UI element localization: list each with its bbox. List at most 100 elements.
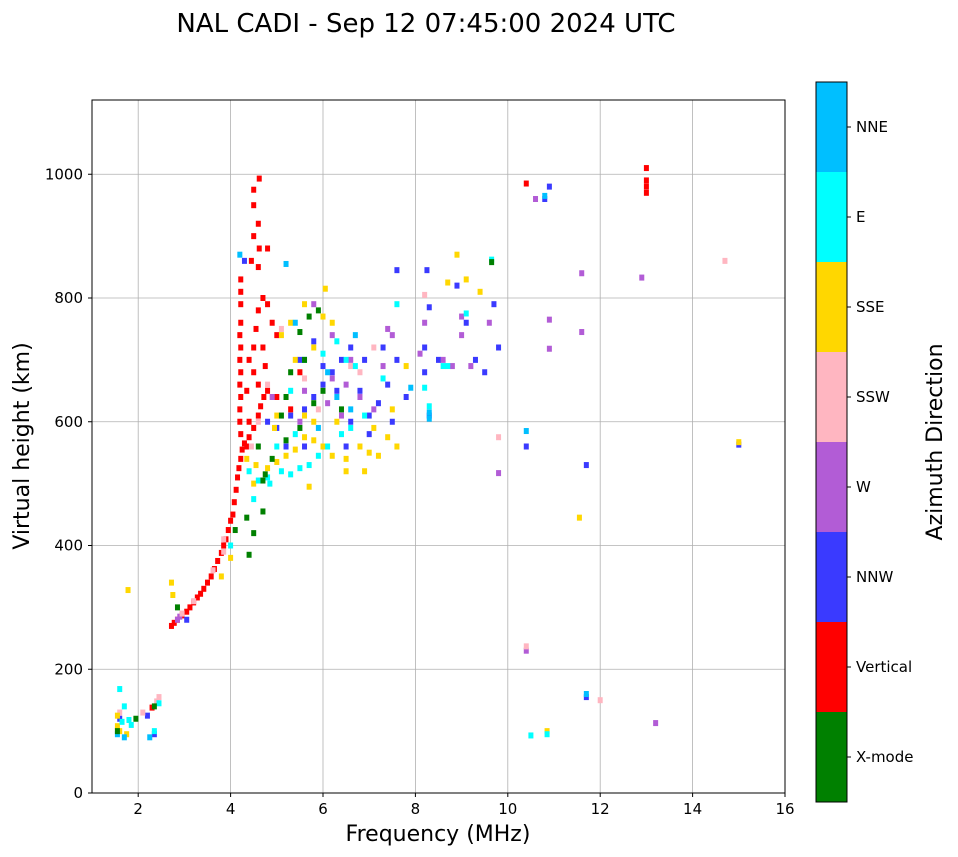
colorbar-segment	[816, 442, 847, 532]
data-point	[329, 452, 335, 459]
data-point	[144, 712, 150, 719]
data-point	[422, 319, 428, 326]
data-point	[278, 332, 284, 339]
data-point	[119, 718, 125, 725]
data-point	[302, 443, 308, 450]
data-point	[306, 313, 312, 320]
data-point	[449, 363, 455, 370]
x-tick-label: 4	[226, 800, 236, 818]
data-point	[246, 468, 252, 475]
colorbar: X-mode Vertical NNW W SSW SSE E NNE	[816, 82, 913, 802]
data-point	[231, 499, 237, 506]
data-point	[237, 406, 243, 413]
data-point	[357, 394, 363, 400]
data-point	[265, 381, 271, 388]
data-point	[486, 319, 492, 326]
data-point	[201, 585, 207, 592]
series-x-mode	[114, 259, 495, 735]
data-point	[288, 387, 294, 394]
data-point	[417, 350, 423, 357]
data-point	[489, 259, 495, 266]
data-point	[151, 731, 157, 738]
data-point	[385, 381, 391, 388]
data-point	[544, 728, 550, 735]
data-point	[297, 356, 303, 363]
data-point	[251, 233, 257, 240]
data-point	[208, 573, 214, 580]
data-point	[215, 557, 221, 564]
data-point	[366, 412, 372, 419]
data-point	[357, 443, 363, 450]
data-point	[288, 406, 294, 413]
data-point	[389, 332, 395, 339]
data-point	[380, 363, 386, 370]
data-point	[260, 477, 266, 484]
data-point	[114, 723, 120, 730]
data-point	[128, 721, 134, 728]
data-point	[244, 387, 250, 394]
y-tick-label: 600	[54, 413, 83, 431]
data-point	[546, 316, 552, 323]
data-point	[334, 418, 340, 425]
data-point	[265, 465, 271, 472]
data-point	[583, 691, 589, 697]
data-point	[477, 288, 483, 295]
data-point	[389, 418, 395, 425]
data-point	[205, 579, 210, 586]
data-point	[283, 394, 289, 400]
data-point	[221, 542, 227, 549]
data-point	[302, 387, 308, 394]
data-point	[187, 604, 193, 611]
data-point	[357, 387, 363, 394]
colorbar-segment	[816, 352, 847, 442]
data-point	[306, 462, 312, 469]
data-point	[426, 415, 432, 422]
data-point	[255, 307, 261, 314]
data-point	[302, 375, 308, 382]
data-point	[329, 369, 335, 376]
x-tick-label: 10	[498, 800, 517, 818]
data-point	[297, 418, 303, 425]
data-point	[274, 332, 280, 339]
data-point	[315, 406, 321, 413]
data-point	[320, 387, 326, 394]
y-axis-ticks: 0 200 400 600 800 1000	[45, 165, 92, 802]
data-point	[237, 332, 243, 339]
data-point	[228, 517, 234, 524]
data-point	[218, 573, 224, 580]
data-point	[463, 319, 469, 326]
data-point	[283, 452, 289, 459]
data-point	[246, 551, 252, 558]
data-point	[255, 220, 261, 227]
data-point	[380, 344, 386, 351]
data-point	[244, 443, 250, 450]
data-point	[311, 394, 317, 400]
data-point	[292, 431, 298, 438]
data-point	[265, 418, 271, 425]
data-point	[221, 536, 227, 543]
data-point	[736, 439, 742, 446]
data-point	[362, 412, 368, 419]
data-point	[315, 452, 321, 459]
data-point	[454, 282, 460, 289]
data-point	[311, 301, 317, 308]
data-point	[329, 319, 335, 326]
data-point	[251, 480, 257, 487]
data-point	[238, 431, 244, 438]
y-tick-label: 1000	[45, 165, 83, 183]
data-point	[523, 647, 529, 654]
data-point	[292, 446, 298, 453]
data-point	[426, 412, 432, 419]
data-point	[297, 329, 303, 336]
data-point	[147, 734, 153, 741]
data-point	[375, 452, 381, 459]
data-point	[394, 301, 400, 308]
data-point	[237, 356, 243, 363]
x-tick-label: 8	[411, 800, 421, 818]
data-point	[244, 455, 250, 462]
data-point	[283, 437, 289, 444]
data-point	[174, 604, 180, 611]
data-point	[403, 394, 409, 400]
data-point	[422, 344, 428, 351]
